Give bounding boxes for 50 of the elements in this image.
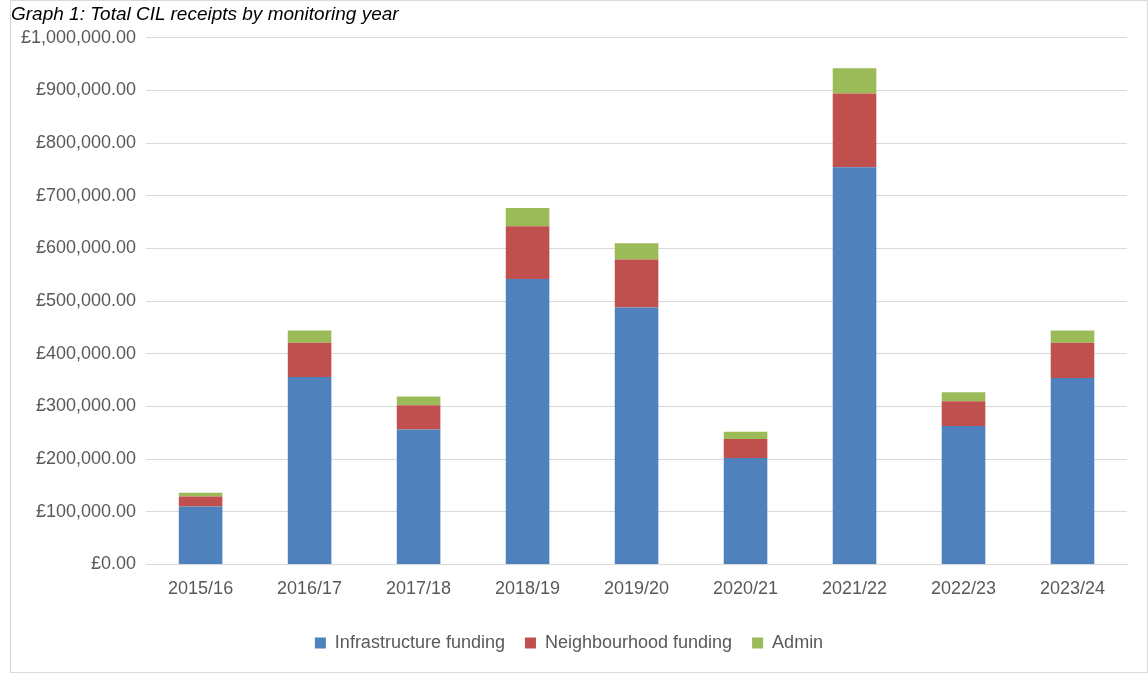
y-tick-label: £300,000.00 — [36, 395, 137, 416]
bar — [287, 376, 332, 564]
bar — [396, 429, 441, 564]
bar — [723, 458, 768, 564]
bar — [505, 226, 550, 279]
y-tick-label: £800,000.00 — [36, 132, 137, 153]
x-tick-label: 2018/19 — [495, 578, 561, 599]
bar — [723, 431, 768, 440]
bar — [396, 405, 441, 430]
x-tick-label: 2023/24 — [1039, 578, 1106, 599]
bar — [178, 496, 223, 507]
bar — [723, 439, 768, 459]
x-tick-label: 2019/20 — [604, 578, 670, 599]
legend-label: Admin — [772, 631, 824, 652]
bar — [941, 425, 986, 564]
y-tick-label: £0.00 — [91, 553, 137, 574]
legend-label: Infrastructure funding — [334, 631, 505, 652]
y-tick-label: £1,000,000.00 — [20, 26, 137, 47]
bar — [941, 401, 986, 426]
x-tick-label: 2015/16 — [168, 578, 234, 599]
bar — [287, 342, 332, 377]
x-tick-label: 2022/23 — [930, 578, 997, 599]
y-tick-label: £700,000.00 — [36, 184, 137, 205]
x-tick-label: 2021/22 — [821, 578, 888, 599]
bar — [941, 392, 986, 402]
bar — [178, 506, 223, 564]
legend-label: Neighbourhood funding — [544, 631, 733, 652]
chart-title: Graph 1: Total CIL receipts by monitoring year — [11, 2, 400, 24]
y-tick-label: £600,000.00 — [36, 237, 137, 258]
bar — [614, 259, 659, 308]
y-tick-label: £100,000.00 — [36, 500, 137, 521]
x-tick-label: 2016/17 — [277, 578, 343, 599]
bar — [287, 330, 332, 343]
bar — [505, 207, 550, 227]
bar — [505, 278, 550, 564]
x-tick-label: 2020/21 — [713, 578, 779, 599]
bar — [614, 307, 659, 564]
bar — [832, 68, 877, 94]
y-tick-label: £400,000.00 — [36, 342, 137, 363]
bar — [614, 243, 659, 260]
bar — [832, 93, 877, 168]
y-tick-label: £900,000.00 — [36, 79, 137, 100]
bar — [396, 396, 441, 406]
bar — [832, 167, 877, 564]
bar — [1050, 342, 1095, 378]
bar — [1050, 377, 1095, 564]
bar — [1050, 330, 1095, 343]
y-tick-label: £500,000.00 — [36, 290, 137, 311]
x-tick-label: 2017/18 — [386, 578, 452, 599]
y-tick-label: £200,000.00 — [36, 448, 137, 469]
